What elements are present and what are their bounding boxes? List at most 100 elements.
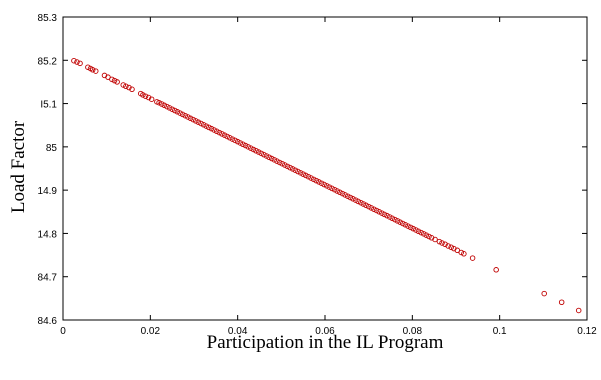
data-point bbox=[363, 202, 369, 209]
data-point bbox=[289, 166, 296, 172]
data-point bbox=[316, 179, 322, 185]
data-point bbox=[111, 77, 118, 84]
data-point bbox=[493, 267, 499, 273]
data-point bbox=[255, 149, 262, 155]
data-point bbox=[418, 229, 424, 236]
data-point bbox=[156, 99, 162, 106]
plot-area: 0 0.02 0.04 0.06 0.08 0.1 0.12 84.6 84.7 14.8 14.9… bbox=[38, 13, 598, 337]
data-point bbox=[213, 128, 220, 135]
data-point bbox=[174, 109, 181, 115]
data-point bbox=[263, 153, 270, 159]
data-point bbox=[282, 162, 288, 168]
data-point bbox=[558, 299, 565, 306]
data-point bbox=[347, 194, 354, 201]
data-point bbox=[77, 60, 83, 67]
data-point bbox=[371, 206, 377, 212]
data-point bbox=[339, 190, 346, 197]
data-point bbox=[448, 244, 454, 251]
data-point bbox=[407, 224, 414, 231]
data-point bbox=[198, 120, 204, 127]
y-tick-label: 84.6 bbox=[38, 316, 58, 327]
data-point bbox=[89, 67, 96, 73]
data-point bbox=[109, 76, 115, 83]
data-point bbox=[469, 255, 476, 261]
data-point bbox=[292, 167, 299, 173]
data-point bbox=[148, 96, 155, 102]
y-axis-label: Load Factor bbox=[8, 120, 29, 213]
data-point bbox=[161, 102, 168, 109]
data-point bbox=[237, 140, 244, 146]
data-point bbox=[114, 79, 120, 85]
data-point bbox=[420, 231, 427, 237]
data-point bbox=[192, 118, 199, 124]
data-point bbox=[318, 180, 325, 186]
data-point bbox=[284, 163, 291, 170]
data-point bbox=[123, 83, 129, 90]
plot-frame bbox=[62, 16, 588, 321]
data-point bbox=[216, 129, 223, 136]
data-point bbox=[575, 307, 582, 314]
data-point bbox=[402, 222, 409, 228]
data-point bbox=[436, 238, 443, 245]
data-point bbox=[337, 189, 343, 196]
data-point bbox=[386, 214, 393, 220]
data-point bbox=[271, 157, 278, 163]
data-point bbox=[266, 154, 272, 160]
data-point bbox=[240, 141, 246, 148]
data-point bbox=[142, 93, 149, 99]
data-point bbox=[208, 125, 215, 132]
data-point bbox=[305, 173, 312, 180]
x-tick-label: 0.02 bbox=[141, 326, 161, 337]
data-point bbox=[276, 159, 283, 166]
data-point bbox=[426, 233, 432, 240]
data-point bbox=[92, 68, 99, 74]
data-point bbox=[397, 219, 403, 225]
data-point bbox=[158, 101, 165, 107]
data-point bbox=[145, 94, 152, 101]
x-axis-label: Participation in the IL Program bbox=[207, 332, 444, 353]
data-point bbox=[245, 144, 251, 150]
data-point bbox=[321, 181, 327, 188]
data-point bbox=[384, 212, 390, 219]
data-point bbox=[232, 137, 238, 144]
data-point bbox=[179, 111, 186, 118]
data-point bbox=[376, 209, 382, 215]
data-point bbox=[297, 170, 304, 176]
data-point bbox=[295, 168, 301, 175]
data-point bbox=[381, 211, 388, 218]
data-point bbox=[74, 59, 80, 65]
data-point bbox=[365, 203, 372, 210]
data-point bbox=[203, 123, 209, 129]
data-point bbox=[164, 103, 170, 110]
data-point bbox=[360, 201, 367, 207]
x-tick-label: 0 bbox=[60, 326, 66, 337]
data-point bbox=[300, 171, 306, 177]
data-point bbox=[329, 185, 335, 192]
data-point bbox=[423, 232, 430, 238]
y-tick-label: 85.2 bbox=[38, 56, 58, 67]
data-point bbox=[344, 193, 351, 199]
data-point bbox=[379, 210, 385, 216]
data-point bbox=[461, 251, 467, 257]
data-point bbox=[229, 136, 236, 142]
data-point bbox=[410, 225, 416, 232]
data-point bbox=[224, 133, 230, 140]
x-tick-label: 0.12 bbox=[577, 326, 597, 337]
data-point bbox=[221, 132, 228, 138]
data-point bbox=[352, 197, 359, 203]
data-point bbox=[185, 114, 191, 120]
data-point bbox=[334, 188, 340, 194]
data-point bbox=[261, 151, 267, 158]
data-point bbox=[413, 227, 419, 233]
y-tick-label: 14.8 bbox=[38, 229, 58, 240]
data-point bbox=[219, 131, 225, 137]
data-point bbox=[274, 158, 280, 164]
data-point bbox=[250, 146, 257, 153]
data-point bbox=[200, 122, 207, 128]
data-point bbox=[313, 177, 320, 184]
data-point bbox=[190, 116, 196, 123]
data-point bbox=[358, 199, 364, 206]
data-point bbox=[166, 105, 173, 111]
data-point bbox=[279, 160, 285, 167]
